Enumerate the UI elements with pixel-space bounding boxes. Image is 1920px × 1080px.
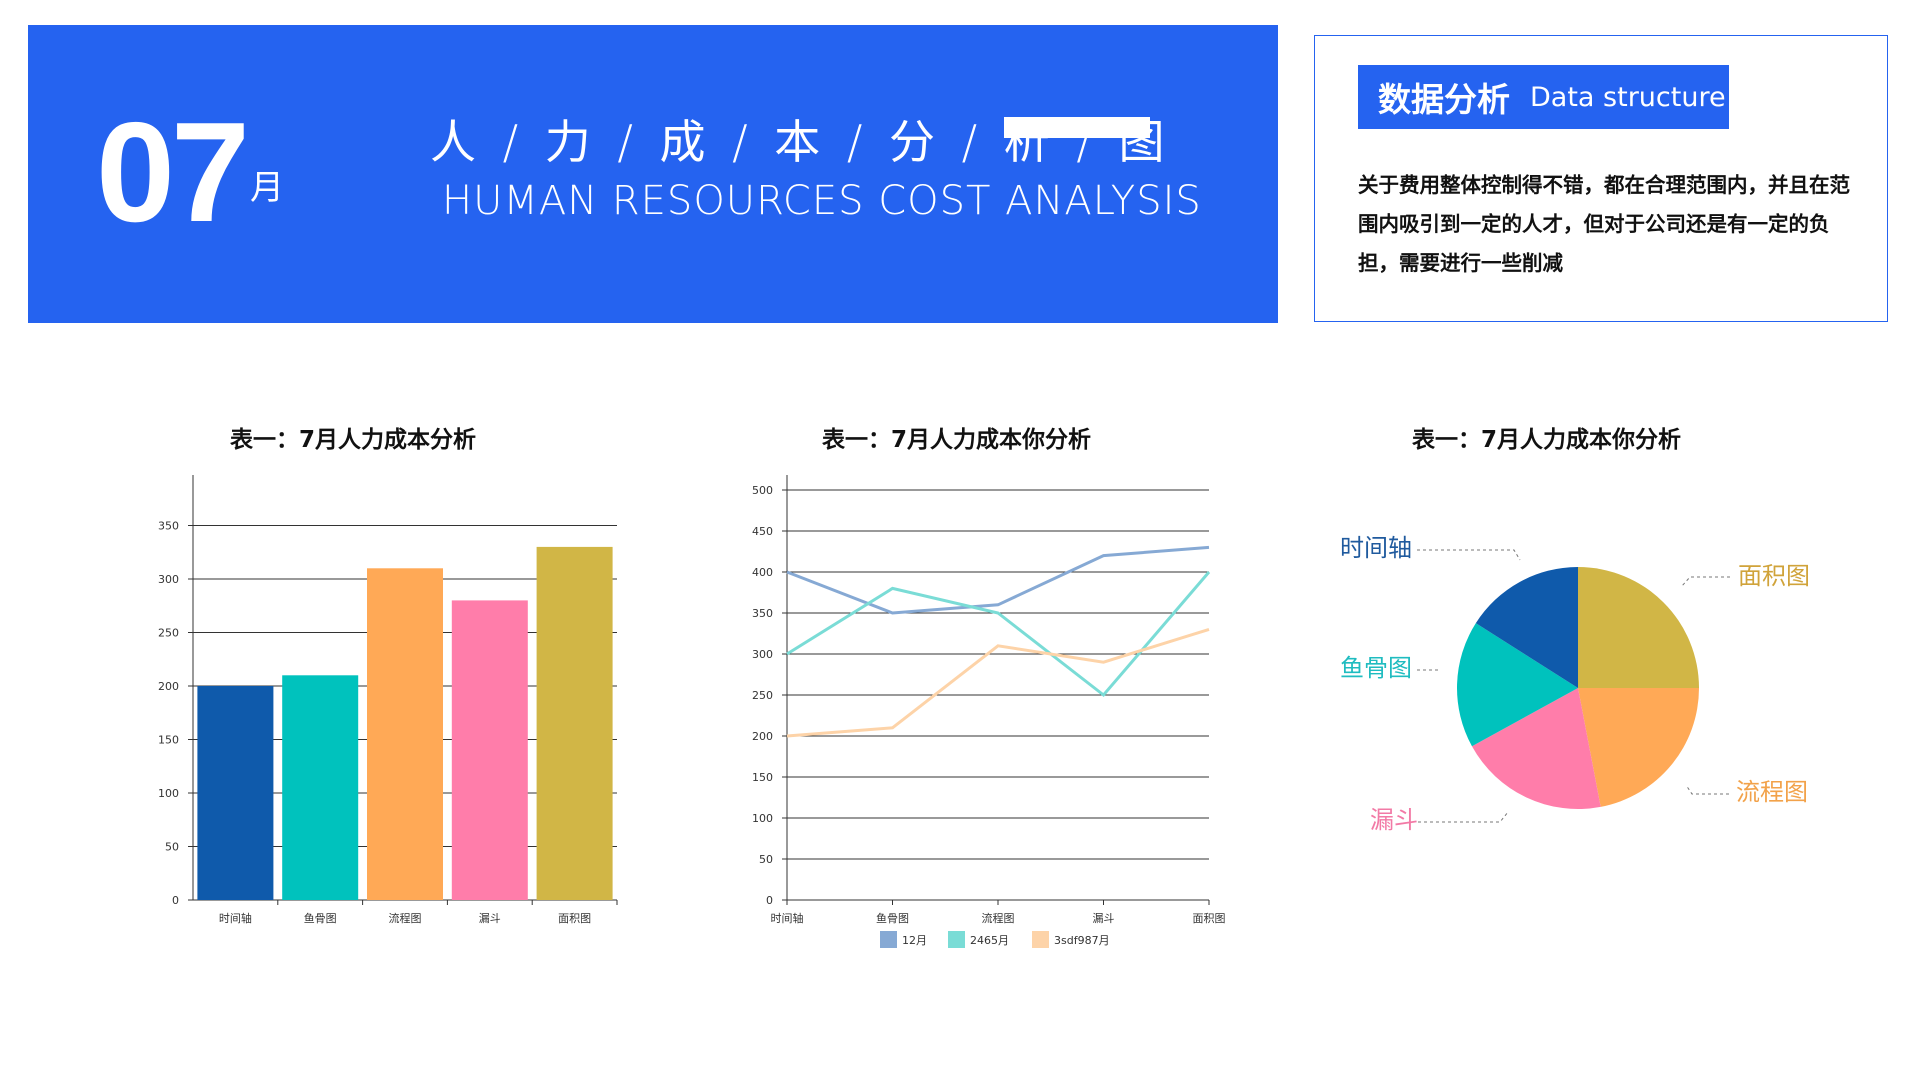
bar	[451, 600, 528, 900]
bar-y-tick-label: 50	[165, 841, 179, 854]
pie-slice	[1471, 688, 1601, 809]
line-y-tick-label: 0	[766, 894, 773, 907]
bar-chart: 0 50 100 150 200 250 300 350 时间轴 鱼骨图 流程图 漏斗 面积图	[158, 475, 618, 925]
pie-label: 鱼骨图	[1340, 654, 1412, 682]
info-box: 数据分析 Data structure 关于费用整体控制得不错，都在合理范围内，…	[1314, 35, 1888, 322]
bar-x-tick-label: 漏斗	[479, 912, 501, 925]
info-text: 关于费用整体控制得不错，都在合理范围内，并且在范围内吸引到一定的人才，但对于公司…	[1358, 173, 1850, 275]
line-y-tick-label: 350	[752, 607, 773, 620]
pie-label: 漏斗	[1370, 806, 1418, 834]
bar-y-tick-label: 0	[172, 894, 179, 907]
info-tag-cn: 数据分析	[1378, 80, 1510, 119]
month-suffix: 月	[250, 168, 284, 208]
line-x-tick-label: 流程图	[982, 911, 1015, 925]
line-x-tick-label: 面积图	[1193, 912, 1226, 925]
bar-chart-title: 表一：7月人力成本分析	[230, 427, 477, 453]
page-title-cn: 人 / 力 / 成 / 本 / 分 / 析 / 图	[430, 115, 1171, 169]
legend-swatch	[880, 931, 897, 948]
bar-y-tick-label: 250	[158, 627, 179, 640]
line-chart-title: 表一：7月人力成本你分析	[822, 427, 1092, 453]
pie-slice	[1578, 688, 1699, 807]
line-y-tick-label: 150	[752, 771, 773, 784]
legend-label: 2465月	[970, 934, 1009, 947]
bar-y-tick-label: 150	[158, 734, 179, 747]
month-number: 07	[96, 93, 250, 252]
line-y-tick-label: 400	[752, 566, 773, 579]
pie-leader-line	[1685, 784, 1729, 795]
pie-label: 面积图	[1738, 562, 1810, 590]
line-chart: 0 50 100 150 200 250 300 350 400 450 500 时间轴 鱼骨图 流程图 漏…	[752, 475, 1226, 948]
line-y-tick-label: 200	[752, 730, 773, 743]
bar-x-tick-label: 时间轴	[219, 911, 252, 925]
line-x-tick-label: 鱼骨图	[876, 911, 909, 925]
bar-x-tick-label: 鱼骨图	[304, 911, 337, 925]
legend-label: 3sdf987月	[1054, 934, 1110, 947]
line-y-tick-label: 250	[752, 689, 773, 702]
pie-chart-title: 表一：7月人力成本你分析	[1412, 427, 1682, 453]
bar-y-tick-label: 300	[158, 573, 179, 586]
line-x-tick-label: 时间轴	[771, 911, 804, 925]
bar	[197, 686, 274, 900]
line-x-tick-label: 漏斗	[1093, 912, 1115, 925]
line-y-tick-label: 500	[752, 484, 773, 497]
legend-swatch	[1032, 931, 1049, 948]
info-tag-en: Data structure	[1530, 81, 1726, 113]
line-y-tick-label: 100	[752, 812, 773, 825]
legend-swatch	[948, 931, 965, 948]
pie-label: 流程图	[1736, 778, 1808, 806]
title-accent-bar	[1004, 117, 1150, 138]
line-y-tick-label: 50	[759, 853, 773, 866]
pie-leader-line	[1417, 549, 1521, 561]
bar-y-tick-label: 100	[158, 787, 179, 800]
pie-slice	[1457, 623, 1578, 747]
pie-slice	[1578, 567, 1699, 688]
line-series-2	[786, 571, 1211, 698]
line-series-1	[786, 545, 1210, 615]
line-y-tick-label: 450	[752, 525, 773, 538]
bar-x-tick-label: 面积图	[558, 912, 591, 925]
header-banner	[28, 25, 1278, 323]
legend-label: 12月	[902, 934, 927, 947]
line-y-tick-label: 300	[752, 648, 773, 661]
page-title-en: HUMAN RESOURCES COST ANALYSIS	[442, 178, 1202, 224]
pie-label: 时间轴	[1340, 534, 1412, 562]
bar-y-tick-label: 350	[158, 520, 179, 533]
bar	[536, 546, 613, 900]
bar	[282, 675, 359, 900]
info-tag: 数据分析 Data structure	[1358, 65, 1729, 129]
bar	[367, 568, 443, 900]
pie-slice	[1475, 567, 1578, 688]
bar-x-tick-label: 流程图	[389, 911, 422, 925]
pie-leader-line	[1418, 811, 1509, 823]
pie-leader-line	[1681, 576, 1730, 587]
bar-y-tick-label: 200	[158, 680, 179, 693]
line-series-3	[786, 627, 1210, 738]
